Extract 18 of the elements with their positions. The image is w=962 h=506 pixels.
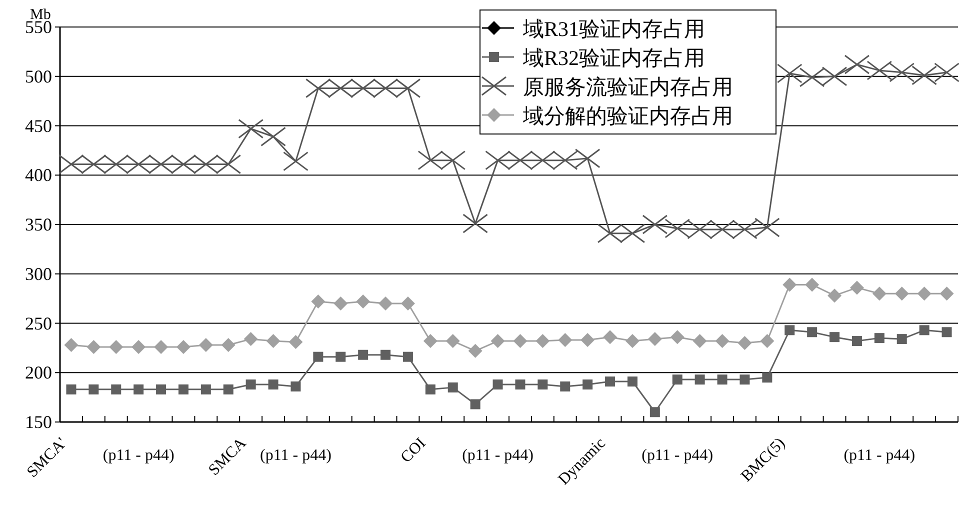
x-tick-label: (p11 - p44) — [260, 447, 332, 464]
y-tick-label: 400 — [25, 165, 52, 186]
x-tick-label: (p11 - p44) — [462, 447, 534, 464]
y-tick-label: 150 — [25, 412, 52, 432]
legend-label: 域R32验证内存占用 — [522, 46, 706, 70]
x-tick-label: COI — [398, 434, 430, 466]
y-tick-label: 450 — [25, 116, 52, 136]
y-tick-label: 200 — [25, 362, 52, 383]
legend-label: 原服务流验证内存占用 — [523, 75, 733, 99]
legend-label: 域分解的验证内存占用 — [522, 104, 733, 128]
x-tick-label: (p11 - p44) — [102, 447, 174, 464]
y-tick-label: 350 — [25, 214, 52, 234]
x-tick-label: (p11 - p44) — [844, 447, 916, 464]
y-tick-label: 300 — [25, 264, 52, 284]
y-tick-label: 500 — [25, 66, 52, 86]
y-tick-label: 250 — [25, 313, 52, 334]
legend-label: 域R31验证内存占用 — [522, 17, 706, 41]
x-tick-label: (p11 - p44) — [642, 447, 714, 464]
